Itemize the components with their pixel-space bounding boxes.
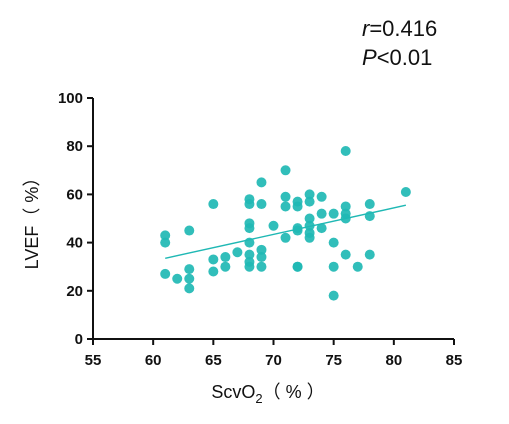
data-point [208, 266, 219, 277]
data-point [316, 223, 327, 234]
data-point [160, 237, 171, 248]
p-value: <0.01 [376, 45, 433, 70]
data-point [328, 261, 339, 272]
data-point [256, 199, 267, 210]
data-point [292, 201, 303, 212]
x-tick-label: 85 [446, 352, 463, 369]
data-point [340, 201, 351, 212]
data-point [304, 220, 315, 231]
data-point [256, 252, 267, 263]
y-tick-label: 20 [66, 283, 83, 300]
data-point [328, 208, 339, 219]
data-point [256, 244, 267, 255]
data-point [160, 230, 171, 241]
y-axis-title: LVEF（ %） [22, 169, 42, 270]
data-point [184, 283, 195, 294]
r-value: =0.416 [369, 16, 438, 41]
data-point [220, 252, 231, 263]
data-point [304, 189, 315, 200]
x-axis-title: ScvO2（ % ） [211, 382, 324, 406]
data-point [244, 249, 255, 260]
data-point [304, 196, 315, 207]
data-point [184, 273, 195, 284]
data-point [280, 201, 291, 212]
data-point [256, 261, 267, 272]
data-point [280, 191, 291, 202]
y-tick-label: 40 [66, 235, 83, 252]
data-point [328, 237, 339, 248]
x-tick-label: 75 [325, 352, 342, 369]
data-point [160, 268, 171, 279]
data-point [184, 264, 195, 275]
x-tick-label: 70 [265, 352, 282, 369]
y-tick-label: 60 [66, 186, 83, 203]
x-tick-label: 55 [85, 352, 102, 369]
data-point [244, 223, 255, 234]
data-point [208, 199, 219, 210]
data-point [244, 237, 255, 248]
x-tick-label: 60 [145, 352, 162, 369]
data-point [232, 247, 243, 258]
data-point [316, 208, 327, 219]
data-point [244, 199, 255, 210]
data-point [184, 225, 195, 236]
y-tick-label: 0 [75, 331, 83, 348]
r-symbol: r [362, 16, 370, 41]
p-symbol: P [362, 45, 377, 70]
correlation-r-label: r=0.416 [362, 16, 437, 42]
data-point [340, 213, 351, 224]
data-point [292, 225, 303, 236]
data-points [160, 146, 411, 301]
p-value-label: P<0.01 [362, 45, 432, 71]
data-point [256, 177, 267, 188]
x-axis-title-unit: （ % ） [263, 382, 325, 402]
data-point [316, 191, 327, 202]
data-point [400, 186, 411, 197]
ticks: 55 60 65 70 75 80 85 0 20 40 60 80 100 [58, 90, 462, 369]
y-tick-label: 100 [58, 90, 83, 107]
data-point [328, 290, 339, 301]
data-point [304, 232, 315, 243]
data-point [208, 254, 219, 265]
data-point [292, 261, 303, 272]
data-point [268, 220, 279, 231]
data-point [340, 146, 351, 157]
data-point [364, 199, 375, 210]
axes [92, 98, 454, 340]
x-tick-label: 65 [205, 352, 222, 369]
data-point [280, 232, 291, 243]
data-point [220, 261, 231, 272]
data-point [340, 249, 351, 260]
data-point [244, 261, 255, 272]
x-axis-title-subscript: 2 [255, 391, 262, 406]
data-point [304, 213, 315, 224]
data-point [364, 249, 375, 260]
y-tick-label: 80 [66, 138, 83, 155]
data-point [352, 261, 363, 272]
data-point [364, 211, 375, 222]
x-tick-label: 80 [385, 352, 402, 369]
x-axis-title-main: ScvO [211, 382, 255, 402]
data-point [172, 273, 183, 284]
data-point [280, 165, 291, 176]
